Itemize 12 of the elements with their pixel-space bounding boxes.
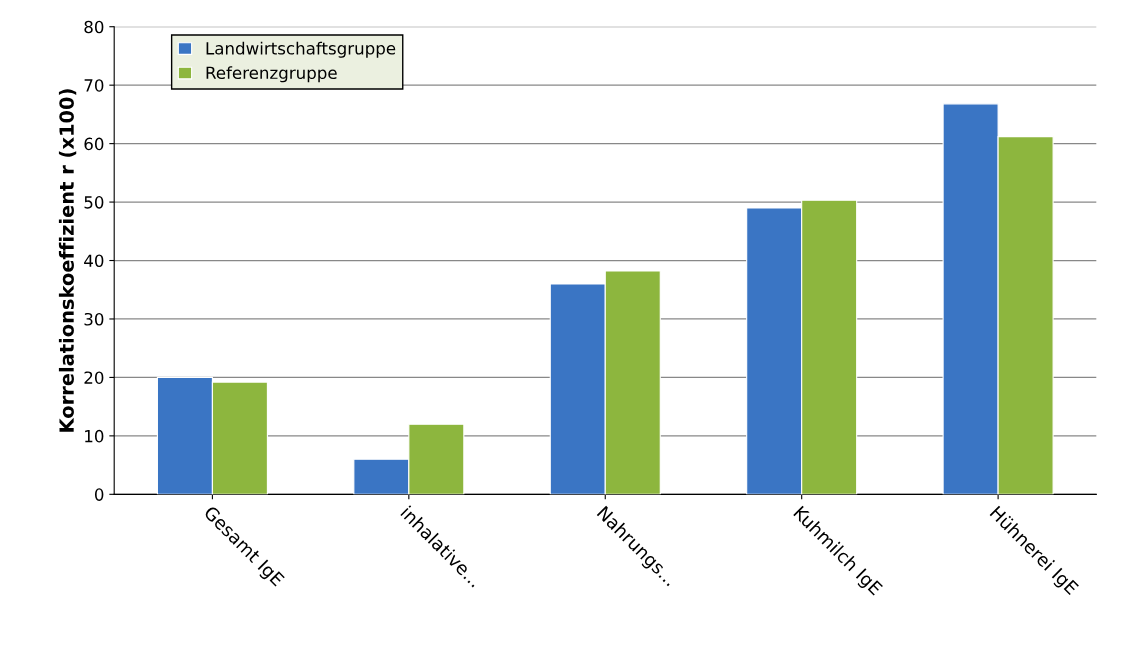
y-tick-label: 70 (84, 79, 104, 92)
y-tick-label: 40 (84, 254, 104, 268)
y-tick-label: 30 (84, 312, 104, 326)
y-axis-title: Korrelationskoeffizient r (x100) (58, 89, 77, 432)
y-tick-label: 10 (85, 429, 104, 443)
y-tick-label: 80 (84, 20, 104, 34)
legend-label: Landwirtschaftsgruppe (206, 41, 396, 58)
y-tick-label: 60 (84, 137, 104, 151)
y-tick-label: 50 (84, 196, 104, 209)
y-tick-label: 0 (94, 488, 104, 501)
y-tick-label: 20 (84, 371, 104, 384)
legend-label: Referenzgruppe (206, 66, 337, 83)
